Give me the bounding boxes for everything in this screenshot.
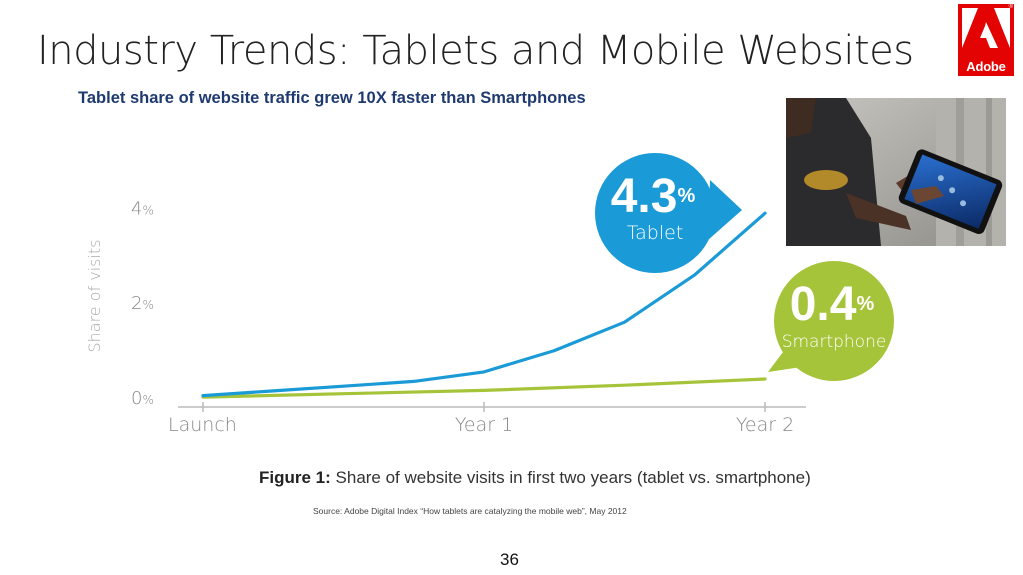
y-tick-label: 2% <box>131 293 154 314</box>
y-tick-label: 4% <box>131 198 154 219</box>
y-axis-label: Share of visits <box>85 239 104 352</box>
tablet-callout-bubble <box>595 153 715 273</box>
y-tick-label: 0% <box>131 388 154 409</box>
adobe-logo: ® Adobe <box>958 4 1014 76</box>
smartphone-series-line <box>201 377 767 399</box>
page-number: 36 <box>500 550 519 569</box>
figure-caption-text: Share of website visits in first two yea… <box>330 468 811 487</box>
tablet-callout-label: Tablet <box>627 222 684 244</box>
smartphone-callout-value: 0.4% <box>790 278 875 331</box>
figure-label: Figure 1: <box>259 468 331 487</box>
adobe-logo-icon <box>962 8 1010 48</box>
smartphone-callout-bubble <box>774 261 894 381</box>
registered-mark: ® <box>1008 4 1013 10</box>
adobe-logo-text: Adobe <box>966 59 1006 74</box>
x-tick-label: Year 2 <box>736 414 794 436</box>
tablet-series-line <box>201 211 767 398</box>
smartphone-callout-label: Smartphone <box>782 332 887 352</box>
x-tick-label: Year 1 <box>455 414 513 436</box>
source-note: Source: Adobe Digital Index “How tablets… <box>313 506 627 516</box>
slide-subtitle: Tablet share of website traffic grew 10X… <box>78 89 586 107</box>
slide-title: Industry Trends: Tablets and Mobile Webs… <box>37 28 914 74</box>
x-tick-label: Launch <box>168 414 237 436</box>
tablet-callout-value: 4.3% <box>611 170 696 223</box>
person-using-tablet-photo-icon <box>786 98 1006 246</box>
figure-caption: Figure 1: Share of website visits in fir… <box>259 468 811 488</box>
tablet-user-photo <box>786 98 1006 246</box>
tablet-callout-tail <box>708 180 742 240</box>
